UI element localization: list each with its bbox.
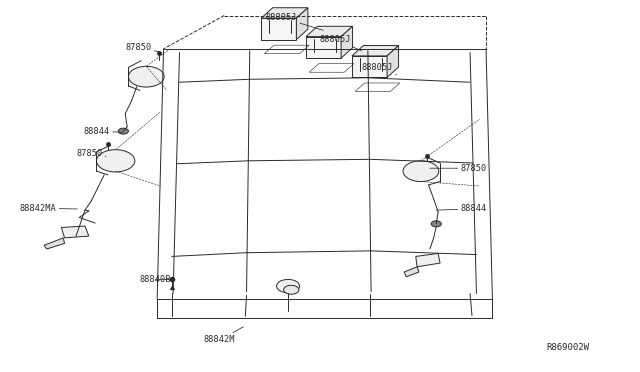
Polygon shape	[261, 8, 308, 18]
Polygon shape	[306, 26, 353, 37]
Text: 88805J: 88805J	[266, 13, 323, 31]
Circle shape	[118, 128, 129, 134]
Text: 88842M: 88842M	[204, 327, 243, 344]
Text: 87850: 87850	[76, 149, 106, 158]
Polygon shape	[341, 26, 353, 58]
Polygon shape	[306, 37, 341, 58]
Polygon shape	[296, 8, 308, 39]
Circle shape	[97, 150, 135, 172]
Polygon shape	[416, 253, 440, 267]
Circle shape	[276, 279, 300, 293]
Polygon shape	[404, 267, 419, 277]
Polygon shape	[261, 18, 296, 39]
Circle shape	[129, 66, 164, 87]
Text: R869002W: R869002W	[547, 343, 589, 352]
Circle shape	[284, 285, 299, 294]
Text: 88840B: 88840B	[140, 275, 173, 284]
Circle shape	[403, 161, 439, 182]
Text: 87850: 87850	[125, 42, 159, 52]
Text: 88805J: 88805J	[362, 63, 397, 75]
Text: 88805J: 88805J	[320, 35, 362, 51]
Polygon shape	[352, 56, 387, 77]
Text: 88842MA: 88842MA	[20, 204, 77, 213]
Text: 88844: 88844	[84, 126, 124, 136]
Text: 88844: 88844	[436, 205, 487, 214]
Text: 87850: 87850	[430, 164, 487, 173]
Polygon shape	[44, 238, 65, 249]
Circle shape	[431, 221, 442, 227]
Polygon shape	[352, 45, 399, 56]
Polygon shape	[61, 226, 89, 238]
Polygon shape	[387, 45, 399, 77]
